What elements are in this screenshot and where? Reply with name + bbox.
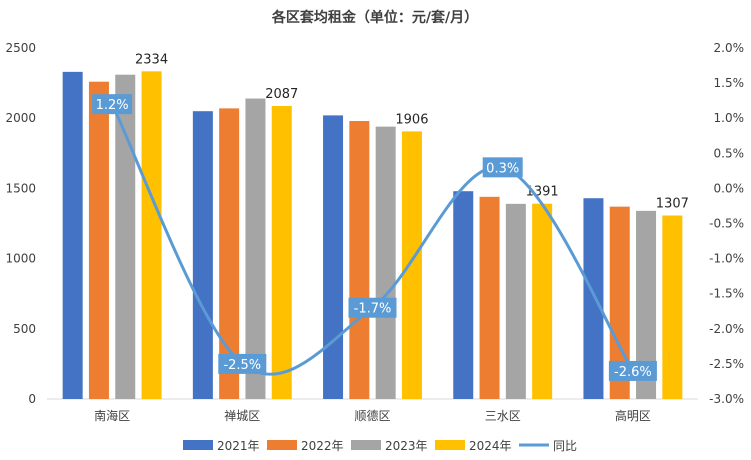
- right-y-tick-label: -1.0%: [709, 252, 744, 266]
- left-y-tick-label: 1500: [5, 181, 36, 195]
- left-y-tick-label: 2500: [5, 41, 36, 55]
- bar-data-label: 2087: [265, 87, 298, 102]
- x-tick-label: 三水区: [485, 409, 521, 423]
- bar: [271, 105, 292, 399]
- bar: [532, 203, 553, 399]
- right-y-tick-label: -1.5%: [709, 287, 744, 301]
- right-y-tick-label: 0.0%: [714, 181, 745, 195]
- yoy-label-box: [218, 353, 267, 374]
- bar: [245, 98, 266, 399]
- chart-title: 各区套均租金（单位：元/套/月）: [271, 9, 478, 26]
- bar: [349, 121, 370, 400]
- bar-data-label: 1307: [656, 196, 689, 211]
- bar: [636, 210, 657, 399]
- bar: [115, 74, 136, 400]
- bar: [453, 191, 474, 399]
- yoy-label-box: [482, 157, 523, 178]
- bar-data-label: 1906: [395, 112, 428, 127]
- right-y-tick-label: -0.5%: [709, 217, 744, 231]
- legend-label: 2021年: [217, 439, 260, 453]
- bar: [219, 108, 240, 399]
- bar: [323, 115, 344, 399]
- bar: [192, 111, 213, 400]
- legend-swatch: [351, 440, 381, 450]
- left-y-tick-label: 1000: [5, 252, 36, 266]
- yoy-line: [110, 102, 635, 376]
- bar: [505, 203, 526, 399]
- bar: [62, 71, 83, 400]
- bar-data-label: 1391: [526, 185, 559, 200]
- right-y-tick-label: 2.0%: [714, 41, 745, 55]
- bar: [609, 206, 630, 399]
- bar: [401, 131, 422, 400]
- yoy-label-box: [92, 94, 133, 115]
- right-y-tick-label: -2.5%: [709, 357, 744, 371]
- bar: [479, 196, 500, 399]
- bar: [88, 81, 109, 400]
- yoy-data-label: -1.7%: [354, 302, 392, 317]
- yoy-data-label: -2.5%: [223, 358, 261, 373]
- legend-label: 2022年: [301, 439, 344, 453]
- yoy-line-group: 1.2% -2.5% -1.7% 0.3% -2.6%: [92, 94, 657, 381]
- left-y-axis: 0 500 1000 1500 2000 2500: [5, 41, 36, 406]
- legend-label: 2024年: [469, 439, 512, 453]
- x-tick-label: 顺德区: [354, 408, 390, 423]
- left-y-tick-label: 500: [13, 322, 36, 336]
- left-y-tick-label: 2000: [5, 111, 36, 125]
- yoy-data-label: 0.3%: [486, 161, 519, 176]
- bar: [375, 126, 396, 400]
- right-y-tick-label: 1.5%: [714, 76, 745, 90]
- legend-swatch: [267, 440, 297, 450]
- yoy-label-box: [348, 297, 397, 318]
- legend-label: 2023年: [385, 439, 428, 453]
- right-y-axis: -3.0% -2.5% -2.0% -1.5% -1.0% -0.5% 0.0% 0.5% 1.…: [709, 41, 744, 406]
- yoy-label-box: [608, 360, 657, 381]
- bar-data-label: 2334: [135, 52, 168, 67]
- bar: [662, 215, 683, 399]
- bar-series-group: [62, 71, 683, 400]
- bar-data-labels: 2334 2087 1906 1391 1307: [135, 52, 689, 211]
- legend-label: 同比: [553, 439, 577, 453]
- right-y-tick-label: -3.0%: [709, 392, 744, 406]
- x-axis: 南海区 禅城区 顺德区 三水区 高明区: [47, 398, 698, 423]
- bar: [583, 198, 604, 399]
- yoy-data-label: -2.6%: [614, 365, 652, 380]
- bar: [141, 71, 162, 399]
- right-y-tick-label: 0.5%: [714, 146, 745, 160]
- x-tick-label: 南海区: [94, 408, 130, 423]
- yoy-data-label: 1.2%: [96, 98, 129, 113]
- right-y-tick-label: 1.0%: [714, 111, 745, 125]
- legend: 2021年 2022年 2023年 2024年 同比: [183, 439, 577, 453]
- right-y-tick-label: -2.0%: [709, 322, 744, 336]
- x-tick-label: 禅城区: [224, 409, 260, 423]
- legend-swatch: [435, 440, 465, 450]
- left-y-tick-label: 0: [28, 392, 36, 406]
- legend-swatch: [183, 440, 213, 450]
- x-tick-label: 高明区: [615, 408, 651, 423]
